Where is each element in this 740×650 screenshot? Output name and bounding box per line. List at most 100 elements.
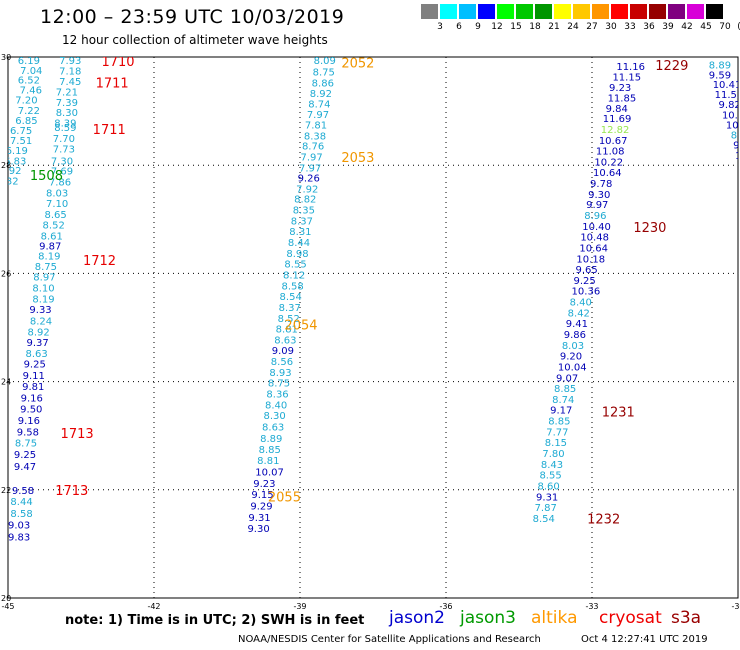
wave-height-point: 9.11 bbox=[23, 371, 45, 382]
legend-label: 9 bbox=[475, 22, 481, 32]
y-tick-label: 30 bbox=[1, 53, 11, 62]
wave-height-point: 7.97 bbox=[307, 110, 329, 121]
orbit-time-label: 1710 bbox=[101, 55, 134, 70]
wave-height-point: 9.23 bbox=[609, 83, 631, 94]
wave-height-point: 8.75 bbox=[15, 439, 37, 450]
legend-swatch bbox=[554, 4, 571, 19]
wave-height-point: 8.98 bbox=[286, 249, 308, 260]
legend-swatch bbox=[421, 4, 438, 19]
x-tick-label: -39 bbox=[293, 602, 306, 611]
legend-label: 18 bbox=[529, 22, 541, 32]
wave-height-point: 9.59 bbox=[709, 70, 731, 81]
legend-label: 36 bbox=[643, 22, 655, 32]
wave-height-point: 8.74 bbox=[308, 100, 330, 111]
orbit-time-label: 1231 bbox=[602, 405, 635, 420]
wave-height-point: 9.81 bbox=[22, 382, 44, 393]
legend-label: 45 bbox=[700, 22, 712, 32]
legend-swatch bbox=[630, 4, 647, 19]
x-tick-label: -30 bbox=[731, 602, 740, 611]
wave-height-point: 9.31 bbox=[536, 492, 558, 503]
wave-height-point: 7.30 bbox=[51, 156, 73, 167]
legend-label: 12 bbox=[491, 22, 503, 32]
legend-label: 6 bbox=[456, 22, 462, 32]
wave-height-point: 8.96 bbox=[584, 211, 606, 222]
wave-height-point: 9.65 bbox=[575, 265, 597, 276]
wave-height-point: 10.21 bbox=[722, 110, 740, 121]
legend-label: 3 bbox=[437, 22, 443, 32]
wave-height-point: 7.45 bbox=[59, 77, 81, 88]
wave-height-point: 7.92 bbox=[296, 184, 318, 195]
wave-height-point: 8.40 bbox=[570, 298, 592, 309]
wave-height-point: 8.56 bbox=[271, 357, 293, 368]
orbit-time-label: 2054 bbox=[284, 318, 317, 333]
wave-height-point: 9.37 bbox=[26, 338, 48, 349]
wave-height-point: 9.86 bbox=[564, 330, 586, 341]
legend-swatch bbox=[668, 4, 685, 19]
wave-height-point: 8.89 bbox=[709, 61, 731, 72]
wave-height-point: 8.63 bbox=[274, 335, 296, 346]
wave-height-point: 8.24 bbox=[30, 316, 52, 327]
legend-label: 30 bbox=[605, 22, 617, 32]
x-tick-label: -33 bbox=[585, 602, 598, 611]
y-tick-label: 24 bbox=[1, 378, 11, 387]
wave-height-point: 8.82 bbox=[294, 195, 316, 206]
y-tick-label: 26 bbox=[1, 269, 11, 278]
wave-height-point: 8.15 bbox=[545, 438, 567, 449]
wave-height-point: 8.03 bbox=[46, 188, 68, 199]
wave-height-point: 7.80 bbox=[542, 449, 564, 460]
wave-height-point: 9.25 bbox=[574, 276, 596, 287]
legend-swatch bbox=[478, 4, 495, 19]
wave-height-point: 8.31 bbox=[289, 227, 311, 238]
satellite-s3a: s3a bbox=[671, 608, 702, 628]
wave-height-point: 10.32 bbox=[735, 151, 740, 162]
y-tick-label: 22 bbox=[1, 486, 11, 495]
wave-height-point: 8.61 bbox=[41, 232, 63, 243]
wave-height-point: 8.86 bbox=[312, 78, 334, 89]
x-tick-label: -45 bbox=[1, 602, 14, 611]
wave-height-point: 10.07 bbox=[255, 467, 284, 478]
wave-height-point: 8.75 bbox=[268, 379, 290, 390]
orbit-time-label: 1712 bbox=[83, 254, 116, 269]
wave-height-point: 8.36 bbox=[266, 390, 288, 401]
orbit-time-label: 2053 bbox=[341, 151, 374, 166]
wave-height-point: 8.92 bbox=[310, 89, 332, 100]
wave-height-point: 6.32 bbox=[0, 176, 19, 187]
wave-height-point: 8.63 bbox=[262, 423, 284, 434]
wave-height-point: 9.25 bbox=[24, 360, 46, 371]
wave-height-point: 6.85 bbox=[15, 116, 37, 127]
wave-height-point: 7.10 bbox=[46, 199, 68, 210]
wave-height-point: 7.18 bbox=[59, 67, 81, 78]
wave-height-point: 8.85 bbox=[548, 417, 570, 428]
wave-height-point: 8.93 bbox=[269, 368, 291, 379]
wave-height-point: 8.55 bbox=[284, 260, 306, 271]
wave-height-point: 7.22 bbox=[18, 106, 40, 117]
legend-label: 42 bbox=[681, 22, 693, 32]
page-subtitle: 12 hour collection of altimeter wave hei… bbox=[62, 33, 328, 47]
page-title: 12:00 – 23:59 UTC 10/03/2019 bbox=[40, 6, 345, 28]
wave-height-point: 6.19 bbox=[6, 146, 28, 157]
wave-height-point: 9.30 bbox=[247, 524, 269, 535]
legend-swatch bbox=[611, 4, 628, 19]
wave-height-point: 8.30 bbox=[264, 411, 286, 422]
wave-height-point: 8.85 bbox=[259, 445, 281, 456]
wave-height-point: 9.58 bbox=[17, 427, 39, 438]
wave-height-point: 7.97 bbox=[299, 163, 321, 174]
wave-height-point: 8.39 bbox=[54, 118, 76, 129]
plot-frame bbox=[7, 56, 739, 599]
legend-label: 27 bbox=[586, 22, 598, 32]
wave-height-point: 8.89 bbox=[260, 434, 282, 445]
wave-height-point: 8.97 bbox=[33, 273, 55, 284]
wave-height-point: 10.18 bbox=[576, 254, 605, 265]
wave-height-point: 9.30 bbox=[588, 190, 610, 201]
wave-height-point: 10.48 bbox=[580, 233, 609, 244]
legend-swatch bbox=[592, 4, 609, 19]
orbit-time-label: 1508 bbox=[30, 169, 63, 184]
wave-height-point: 8.37 bbox=[291, 216, 313, 227]
wave-height-point: 7.46 bbox=[20, 85, 42, 96]
satellite-altika: altika bbox=[531, 608, 578, 628]
wave-height-point: 7.93 bbox=[59, 56, 81, 67]
wave-height-point: 7.77 bbox=[546, 427, 568, 438]
legend-label: 15 bbox=[510, 22, 522, 32]
wave-height-point: 8.63 bbox=[26, 349, 48, 360]
wave-height-point: 10.04 bbox=[558, 362, 587, 373]
